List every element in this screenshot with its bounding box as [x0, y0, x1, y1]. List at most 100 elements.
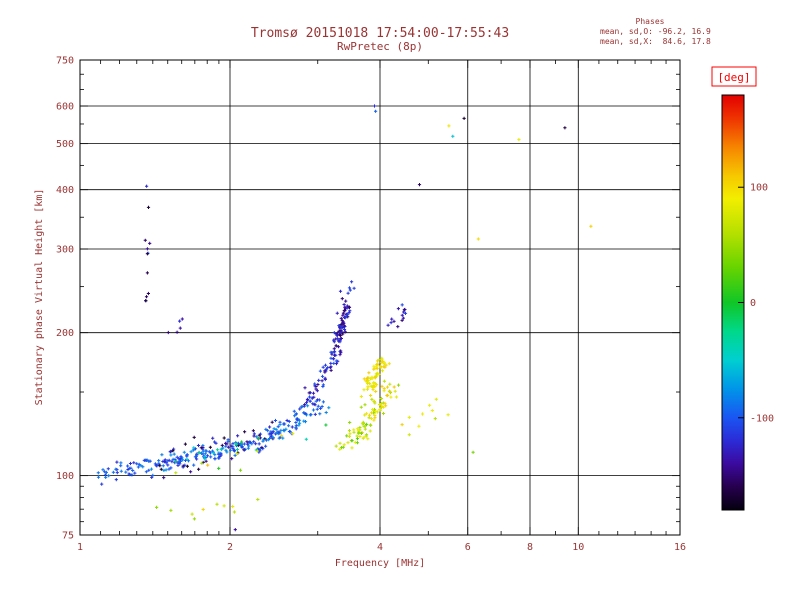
data-point	[316, 398, 320, 402]
data-point	[447, 124, 451, 128]
y-tick-label: 400	[56, 185, 74, 196]
data-point	[364, 379, 368, 383]
data-point	[387, 362, 391, 366]
data-point	[147, 468, 151, 472]
scatter-points	[96, 104, 593, 532]
data-point	[341, 313, 345, 317]
data-point	[185, 453, 189, 457]
data-point	[255, 435, 259, 439]
data-point	[372, 382, 376, 386]
data-point	[343, 305, 347, 309]
data-point	[462, 116, 466, 120]
data-point	[260, 445, 264, 450]
data-point	[172, 452, 176, 456]
data-point	[279, 428, 283, 432]
data-point	[163, 459, 167, 463]
data-point	[114, 478, 118, 482]
data-point	[269, 435, 273, 439]
data-point	[197, 467, 201, 471]
data-point	[310, 396, 314, 400]
data-point	[128, 473, 132, 477]
x-tick-label: 6	[465, 542, 471, 553]
data-point	[145, 271, 149, 275]
data-point	[284, 427, 288, 431]
data-point	[126, 464, 130, 468]
data-point	[229, 444, 233, 448]
colorbar-ticks	[738, 186, 744, 419]
data-point	[329, 361, 333, 365]
data-point	[216, 456, 220, 460]
data-point	[295, 417, 299, 421]
data-point	[169, 453, 173, 457]
data-point	[274, 428, 278, 432]
data-point	[338, 353, 342, 357]
data-point	[219, 453, 223, 457]
data-point	[217, 466, 221, 470]
data-point	[320, 379, 324, 383]
data-point	[147, 459, 151, 463]
data-point	[332, 347, 336, 351]
data-point	[146, 291, 150, 296]
data-point	[476, 237, 480, 241]
data-point	[365, 422, 369, 426]
data-point	[313, 382, 317, 386]
gridlines	[80, 60, 680, 535]
data-point	[321, 365, 325, 369]
y-tick-label: 100	[56, 471, 74, 482]
data-point	[347, 305, 351, 309]
data-point	[115, 471, 119, 475]
data-point	[178, 319, 182, 323]
data-point	[178, 326, 182, 330]
x-tick-label: 1	[77, 542, 83, 553]
data-point	[309, 413, 313, 417]
data-point	[375, 383, 379, 387]
data-point	[252, 440, 256, 444]
data-point	[166, 330, 170, 335]
data-point	[271, 430, 275, 434]
colorbar-tick-label: 100	[750, 183, 768, 194]
data-point	[221, 446, 225, 450]
y-axis-tick-labels: 75 100 200 300 400 500 600 750	[56, 56, 74, 542]
data-point	[367, 371, 371, 375]
data-point	[247, 440, 251, 444]
data-point	[334, 344, 338, 348]
data-point	[358, 434, 362, 439]
data-point	[304, 437, 308, 441]
colorbar-gradient	[722, 95, 744, 510]
data-point	[151, 473, 155, 477]
data-point	[388, 382, 392, 386]
data-point	[407, 415, 411, 419]
data-point	[332, 338, 336, 342]
data-point	[338, 289, 343, 293]
data-point	[273, 418, 278, 423]
data-point	[209, 455, 213, 459]
data-point	[155, 464, 159, 468]
y-tick-label: 75	[62, 531, 74, 542]
y-tick-label: 750	[56, 56, 74, 67]
data-point	[203, 452, 207, 456]
data-point	[382, 365, 386, 369]
data-point	[240, 445, 244, 449]
data-point	[149, 467, 154, 471]
data-point	[252, 432, 256, 436]
data-point	[396, 325, 400, 329]
data-point	[145, 247, 149, 251]
data-point	[334, 444, 338, 448]
data-point	[294, 420, 298, 425]
data-point	[157, 459, 161, 463]
data-point	[347, 429, 352, 433]
data-point	[180, 317, 184, 321]
data-point	[302, 404, 306, 408]
data-point	[384, 404, 388, 408]
data-point	[272, 427, 276, 431]
data-point	[382, 360, 386, 364]
x-tick-label: 8	[527, 542, 533, 553]
data-point	[206, 454, 210, 458]
data-point	[280, 434, 284, 438]
data-point	[270, 420, 274, 424]
data-point	[332, 350, 336, 354]
data-point	[283, 422, 287, 426]
data-point	[346, 441, 350, 445]
data-point	[104, 475, 108, 479]
